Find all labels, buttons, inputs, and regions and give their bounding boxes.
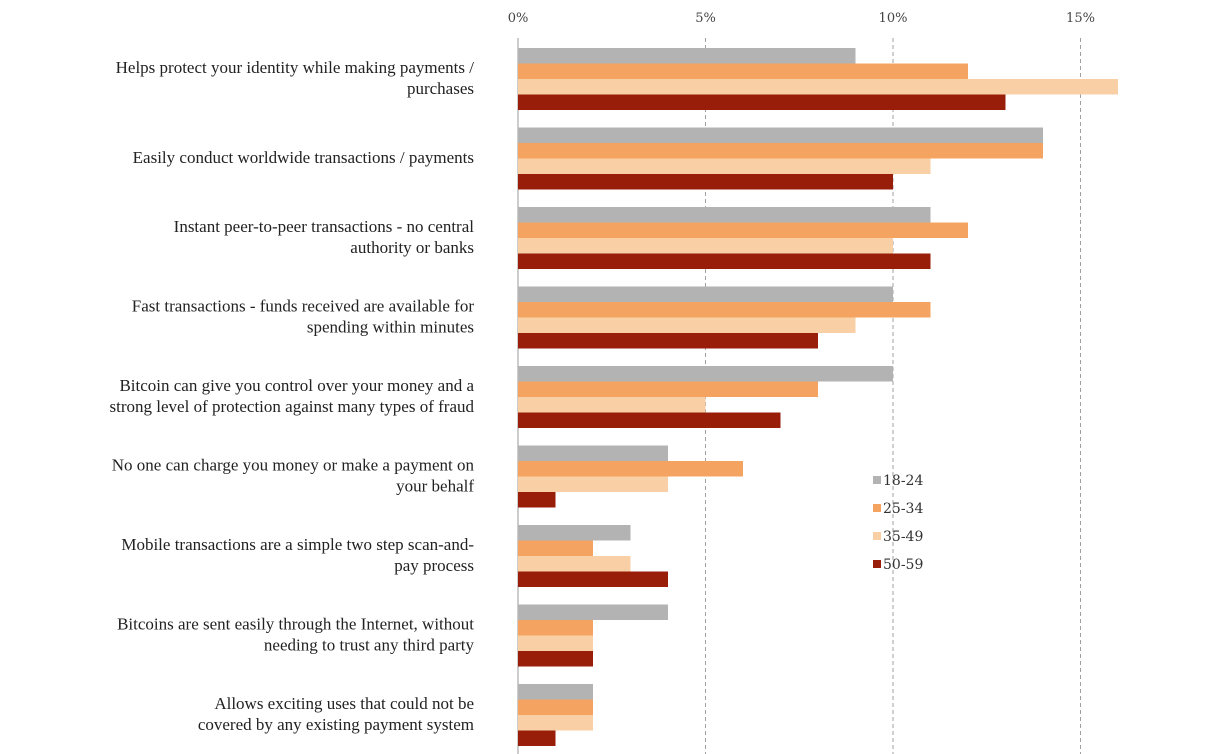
- bar-25-34: [518, 63, 968, 79]
- bar-18-24: [518, 48, 856, 64]
- category-label-line: No one can charge you money or make a pa…: [112, 456, 475, 475]
- category-label-line: covered by any existing payment system: [198, 715, 474, 734]
- bar-50-59: [518, 253, 931, 269]
- bar-50-59: [518, 492, 556, 508]
- bar-35-49: [518, 397, 706, 413]
- x-tick-label: 10%: [879, 11, 908, 26]
- category-label-line: purchases: [407, 79, 474, 98]
- category-label-line: Mobile transactions are a simple two ste…: [121, 535, 474, 554]
- bar-50-59: [518, 651, 593, 667]
- x-tick-label: 5%: [695, 11, 716, 26]
- bar-35-49: [518, 715, 593, 731]
- category-label-line: Helps protect your identity while making…: [116, 58, 475, 77]
- bar-25-34: [518, 302, 931, 318]
- category-label-line: Bitcoins are sent easily through the Int…: [117, 615, 474, 634]
- bar-25-34: [518, 461, 743, 477]
- legend-swatch: [873, 560, 881, 568]
- bar-18-24: [518, 604, 668, 620]
- x-tick-label: 15%: [1066, 11, 1095, 26]
- category-label: Bitcoins are sent easily through the Int…: [117, 615, 474, 655]
- category-label-line: Bitcoin can give you control over your m…: [119, 376, 474, 395]
- bar-35-49: [518, 476, 668, 492]
- bar-35-49: [518, 238, 893, 254]
- bar-50-59: [518, 571, 668, 587]
- legend-swatch: [873, 532, 881, 540]
- legend-label: 35-49: [883, 529, 923, 545]
- category-label-line: needing to trust any third party: [264, 636, 475, 655]
- bar-18-24: [518, 366, 893, 382]
- category-label-line: Fast transactions - funds received are a…: [132, 297, 475, 316]
- category-label-line: your behalf: [396, 477, 474, 496]
- category-label-line: Easily conduct worldwide transactions / …: [133, 148, 474, 167]
- legend-label: 50-59: [883, 557, 923, 573]
- category-label: Instant peer-to-peer transactions - no c…: [174, 217, 475, 257]
- bar-50-59: [518, 412, 781, 428]
- category-label: Fast transactions - funds received are a…: [132, 297, 475, 337]
- category-label-line: spending within minutes: [307, 318, 474, 337]
- category-label: Helps protect your identity while making…: [116, 58, 475, 98]
- bar-18-24: [518, 525, 631, 541]
- bar-50-59: [518, 730, 556, 746]
- category-label-line: strong level of protection against many …: [110, 397, 475, 416]
- bar-50-59: [518, 333, 818, 349]
- bar-25-34: [518, 620, 593, 636]
- bar-18-24: [518, 286, 893, 302]
- bar-50-59: [518, 94, 1006, 110]
- bar-35-49: [518, 635, 593, 651]
- bar-18-24: [518, 445, 668, 461]
- legend-swatch: [873, 476, 881, 484]
- category-label: Easily conduct worldwide transactions / …: [133, 148, 474, 167]
- bar-25-34: [518, 381, 818, 397]
- category-label: No one can charge you money or make a pa…: [112, 456, 475, 496]
- bar-35-49: [518, 556, 631, 572]
- bar-25-34: [518, 222, 968, 238]
- category-label: Allows exciting uses that could not be co…: [198, 694, 474, 734]
- bar-35-49: [518, 158, 931, 174]
- bar-25-34: [518, 540, 593, 556]
- legend-label: 18-24: [883, 473, 923, 489]
- category-label-line: Instant peer-to-peer transactions - no c…: [174, 217, 475, 236]
- bar-18-24: [518, 127, 1043, 143]
- bar-18-24: [518, 684, 593, 700]
- bar-35-49: [518, 79, 1118, 95]
- category-label: Mobile transactions are a simple two ste…: [121, 535, 474, 575]
- category-label-line: Allows exciting uses that could not be: [214, 694, 474, 713]
- bar-50-59: [518, 174, 893, 190]
- bar-25-34: [518, 143, 1043, 159]
- category-label-line: pay process: [394, 556, 474, 575]
- category-label-line: authority or banks: [350, 238, 474, 257]
- bar-18-24: [518, 207, 931, 223]
- category-label: Bitcoin can give you control over your m…: [110, 376, 475, 416]
- bar-35-49: [518, 317, 856, 333]
- x-tick-label: 0%: [508, 11, 529, 26]
- legend-label: 25-34: [883, 501, 923, 517]
- legend-swatch: [873, 504, 881, 512]
- bar-25-34: [518, 699, 593, 715]
